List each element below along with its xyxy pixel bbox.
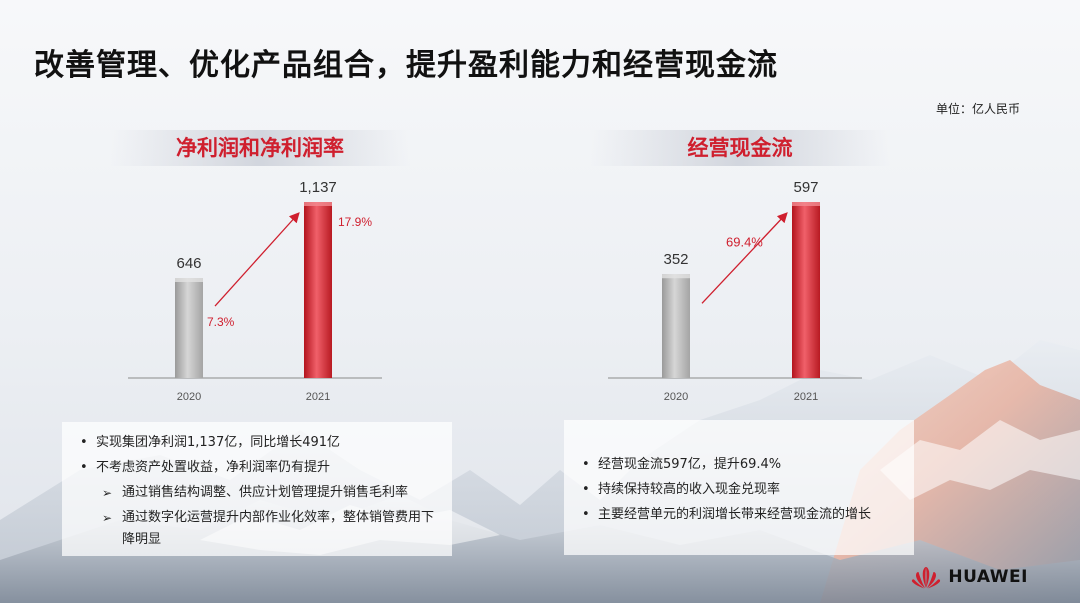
bar-2021 <box>304 202 332 378</box>
x-tick-label: 2021 <box>794 391 818 403</box>
bar-top-highlight <box>304 202 332 206</box>
trend-arrow <box>214 212 300 307</box>
bar-top-highlight <box>175 278 203 283</box>
bar-value-label: 646 <box>176 255 201 272</box>
bullet-item: 持续保持较高的收入现金兑现率 <box>578 479 902 501</box>
huawei-wordmark: HUAWEI <box>948 567 1028 587</box>
bar-top-highlight <box>662 274 690 279</box>
cash-flow-panel-title-text: 经营现金流 <box>687 136 793 160</box>
x-tick-label: 2021 <box>306 391 330 403</box>
bullet-item: 实现集团净利润1,137亿，同比增长491亿 <box>76 432 440 454</box>
bar-2020 <box>175 278 203 378</box>
cash-flow-panel-title: 经营现金流 <box>590 130 890 166</box>
rate-label-2021: 17.9% <box>338 215 372 229</box>
net-profit-panel-title: 净利润和净利润率 <box>110 130 410 166</box>
x-tick-label: 2020 <box>177 391 201 403</box>
net-profit-bullets: 实现集团净利润1,137亿，同比增长491亿 不考虑资产处置收益，净利润率仍有提… <box>62 422 452 556</box>
slide-title: 改善管理、优化产品组合，提升盈利能力和经营现金流 <box>34 48 778 83</box>
bar-value-label: 597 <box>793 179 818 196</box>
rate-label-2020: 7.3% <box>207 315 235 329</box>
cash-flow-bullets: 经营现金流597亿，提升69.4% 持续保持较高的收入现金兑现率 主要经营单元的… <box>564 420 914 555</box>
net-profit-bar-chart: 646 2020 1,137 2021 7.3% 17.9% <box>128 179 382 403</box>
unit-label: 单位：亿人民币 <box>935 102 1020 116</box>
bar-2021 <box>792 202 820 378</box>
net-profit-panel-title-text: 净利润和净利润率 <box>176 136 344 160</box>
bar-value-label: 1,137 <box>299 179 337 196</box>
trend-arrow <box>701 212 788 304</box>
cash-flow-bar-chart: 352 2020 597 2021 69.4% <box>608 179 862 403</box>
sub-bullet-item: 通过数字化运营提升内部作业化效率，整体销管费用下降明显 <box>76 507 440 551</box>
bullet-item: 不考虑资产处置收益，净利润率仍有提升 <box>76 457 440 479</box>
huawei-petal-logo-icon <box>912 567 941 589</box>
bullet-item: 主要经营单元的利润增长带来经营现金流的增长 <box>578 504 902 526</box>
bar-value-label: 352 <box>663 251 688 268</box>
bar-2020 <box>662 274 690 378</box>
x-tick-label: 2020 <box>664 391 688 403</box>
growth-label: 69.4% <box>726 235 763 250</box>
huawei-logo: HUAWEI <box>910 565 1028 589</box>
bullet-item: 经营现金流597亿，提升69.4% <box>578 454 902 476</box>
sub-bullet-item: 通过销售结构调整、供应计划管理提升销售毛利率 <box>76 482 440 504</box>
bar-top-highlight <box>792 202 820 206</box>
